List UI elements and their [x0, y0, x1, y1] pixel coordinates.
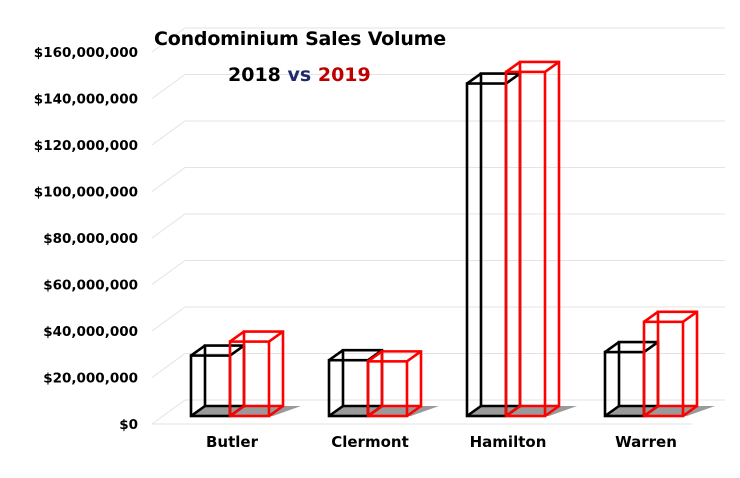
bar-front-face: [228, 340, 271, 418]
bar-front-face: [504, 70, 547, 418]
bar-edge: [229, 404, 245, 418]
bar-edge: [604, 404, 620, 418]
bar-edge: [604, 341, 620, 354]
y-tick-label: $40,000,000: [43, 324, 138, 340]
bar-edge: [505, 404, 521, 418]
bar-edge: [229, 344, 245, 357]
x-category-label: Warren: [615, 433, 677, 451]
bar-edge: [682, 310, 698, 323]
gridline-depth: [151, 306, 186, 332]
y-tick-label: $140,000,000: [34, 92, 138, 108]
bar-front-face: [366, 360, 409, 418]
bar-edge: [268, 330, 284, 343]
x-axis-categories: Butler Clermont Hamilton Warren: [206, 433, 677, 451]
gridline-depth: [151, 399, 186, 425]
bar-edge: [505, 72, 521, 85]
bar-butler-2019: [228, 330, 285, 418]
year-2019-label: 2019: [317, 64, 371, 86]
y-axis-ticks: $0 $20,000,000 $40,000,000 $60,000,000 $80,0…: [34, 45, 138, 433]
gridline-depth: [151, 260, 186, 285]
gridline-depth: [151, 353, 186, 378]
x-category-label: Clermont: [331, 433, 409, 451]
x-category-label: Butler: [206, 433, 259, 451]
y-tick-label: $0: [119, 417, 138, 433]
bar-face: [506, 72, 545, 416]
y-tick-label: $80,000,000: [43, 231, 138, 247]
y-tick-label: $60,000,000: [43, 278, 138, 294]
bar-edge: [466, 404, 482, 418]
bar-edge: [682, 404, 698, 418]
bar-edge: [466, 72, 482, 85]
x-category-label: Hamilton: [470, 433, 547, 451]
bar-warren-2019: [642, 310, 699, 418]
y-tick-label: $100,000,000: [34, 185, 138, 201]
gridlines: [151, 27, 725, 425]
bar-face: [368, 361, 407, 416]
bar-edge: [268, 404, 284, 418]
bar-edge: [406, 404, 422, 418]
bar-edge: [190, 344, 206, 357]
bar-edge: [190, 404, 206, 418]
y-tick-label: $20,000,000: [43, 371, 138, 387]
bar-edge: [544, 60, 560, 73]
bars: [189, 60, 715, 418]
bar-hamilton-2019: [504, 60, 561, 418]
gridline-depth: [151, 167, 186, 192]
bar-edge: [643, 310, 659, 323]
vs-label: vs: [287, 64, 312, 86]
bar-edge: [367, 404, 383, 418]
bar-edge: [505, 60, 521, 73]
chart-subtitle: 2018 vs 2019: [228, 64, 371, 86]
bar-edge: [544, 404, 560, 418]
gridline-depth: [151, 120, 186, 146]
bar-edge: [643, 404, 659, 418]
bar-clermont-2019: [366, 350, 423, 418]
bar-edge: [406, 350, 422, 363]
bar-edge: [643, 341, 659, 354]
gridline-depth: [151, 74, 186, 99]
y-tick-label: $160,000,000: [34, 45, 138, 61]
bar-front-face: [465, 82, 508, 418]
bar-edge: [328, 404, 344, 418]
chart-title: Condominium Sales Volume: [154, 28, 446, 50]
bar-edge: [328, 349, 344, 362]
gridline-depth: [151, 27, 186, 53]
bar-front-face: [642, 320, 685, 418]
y-tick-label: $120,000,000: [34, 138, 138, 154]
gridline-depth: [151, 213, 186, 239]
bar-edge: [229, 330, 245, 343]
bar-edge: [367, 350, 383, 363]
year-2018-label: 2018: [228, 64, 281, 86]
bar-face: [644, 322, 683, 416]
